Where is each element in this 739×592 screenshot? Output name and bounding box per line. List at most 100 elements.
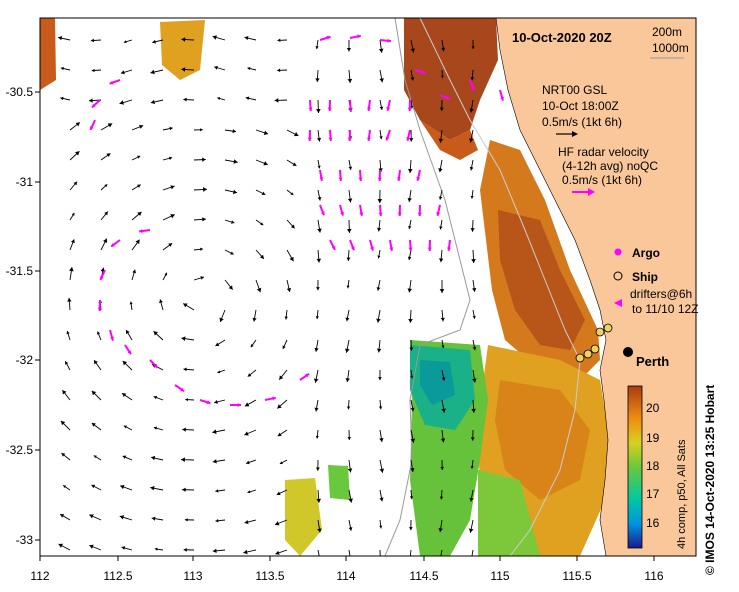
radar-arrow: [149, 359, 159, 369]
gsl-arrow: [472, 309, 476, 319]
gsl-arrow: [409, 519, 413, 531]
gsl-arrow: [247, 67, 257, 71]
gsl-arrow: [255, 279, 262, 293]
radar-arrow: [264, 396, 276, 401]
gsl-arrow: [410, 369, 414, 379]
gsl-arrow: [224, 279, 234, 290]
radar-arrow: [97, 299, 102, 312]
gsl-arrow: [410, 99, 414, 109]
colorbar-ticks: 20 19 18 17 16: [646, 401, 660, 530]
gsl-arrow: [286, 189, 294, 196]
gsl-arrow: [224, 189, 238, 195]
gsl-arrow: [61, 452, 71, 461]
gsl-arrow: [255, 189, 266, 196]
gsl-arrow: [470, 459, 474, 469]
radar-arrow: [359, 204, 364, 217]
gsl-arrow: [162, 156, 173, 161]
gsl-arrow: [439, 489, 444, 500]
gsl-arrow: [224, 219, 235, 224]
gsl-arrow: [185, 398, 195, 402]
gsl-arrow: [120, 484, 133, 491]
gsl-arrow: [469, 159, 474, 171]
gsl-arrow: [153, 426, 164, 431]
ship-marker: [590, 344, 600, 354]
gsl-arrow: [277, 68, 288, 73]
gsl-arrow: [277, 38, 288, 43]
gsl-arrow: [407, 279, 413, 293]
gsl-arrow: [472, 339, 477, 351]
radar-arrow: [499, 89, 504, 101]
gsl-arrow: [255, 129, 269, 135]
radar-arrow: [319, 204, 325, 216]
gsl-arrow: [162, 242, 173, 251]
gsl-arrow: [316, 489, 322, 503]
gsl-arrow: [100, 211, 109, 221]
gsl-arrow: [468, 519, 474, 533]
gsl-arrow: [150, 485, 164, 491]
gsl-arrow: [122, 455, 133, 461]
gsl-arrow: [438, 159, 443, 173]
gsl-arrow: [212, 548, 226, 554]
colorbar-tick: 17: [646, 487, 660, 501]
y-axis: -30.5 -31 -31.5 -32 -32.5 -33: [6, 85, 40, 547]
gsl-arrow: [470, 189, 474, 199]
gsl-arrow: [62, 484, 71, 491]
gsl-arrow: [212, 35, 226, 41]
gsl-arrow: [407, 159, 413, 173]
gsl-arrow: [438, 189, 443, 200]
gsl-arrow: [441, 39, 446, 52]
gsl-arrow: [181, 67, 195, 72]
gsl-arrow: [59, 513, 71, 521]
x-axis: 112 112.5 113 113.5 114 114.5 115 115.5 116: [30, 556, 664, 583]
gsl-arrow: [121, 546, 133, 551]
gsl-arrow: [154, 547, 164, 551]
gsl-arrow: [315, 429, 319, 439]
drifters-legend-icon: [614, 299, 622, 307]
gsl-arrow: [212, 459, 226, 464]
radar-arrow: [379, 38, 392, 43]
gsl-arrow: [69, 212, 75, 221]
gsl-arrow: [91, 484, 102, 491]
gsl-arrow: [255, 249, 265, 260]
gsl-arrow: [153, 330, 164, 341]
gsl-legend-line-1: NRT00 GSL: [542, 83, 607, 97]
gsl-arrow: [379, 99, 384, 110]
gsl-arrow: [440, 309, 445, 322]
gsl-arrow: [379, 489, 384, 502]
gsl-arrow: [316, 129, 322, 142]
gsl-arrow: [410, 39, 416, 53]
gsl-arrow: [407, 249, 412, 261]
gsl-arrow: [277, 429, 288, 437]
gsl-arrow: [347, 429, 352, 441]
radar-arrow: [339, 204, 344, 216]
radar-arrow: [348, 99, 353, 112]
gsl-arrow: [60, 66, 71, 71]
argo-legend-label: Argo: [632, 246, 660, 260]
gsl-arrow: [252, 309, 257, 322]
x-tick-label: 115.5: [562, 569, 591, 583]
drifters-legend-line-1: drifters@6h: [630, 287, 692, 301]
gsl-arrow: [182, 487, 195, 492]
radar-arrow: [378, 204, 383, 217]
gsl-arrow: [346, 39, 352, 52]
gsl-arrow: [162, 272, 168, 281]
colorbar-tick: 20: [646, 401, 660, 415]
gsl-arrow: [440, 429, 446, 443]
gsl-arrow: [131, 211, 142, 221]
radar-arrow: [385, 129, 391, 141]
radar-arrow: [338, 169, 343, 182]
gsl-arrow: [376, 339, 382, 353]
gsl-arrow: [469, 489, 474, 502]
gsl-arrow: [314, 339, 319, 352]
hf-radar-arrows: [89, 34, 504, 407]
gsl-arrow: [91, 68, 102, 73]
gsl-arrow: [409, 489, 414, 500]
ship-markers: [575, 323, 613, 363]
radar-arrow: [417, 204, 422, 217]
radar-arrow: [369, 239, 374, 251]
side-credit: © IMOS 14-Oct-2020 13:25 Hobart: [703, 384, 717, 575]
gsl-arrow: [193, 187, 208, 192]
gsl-legend-arrow-icon: [556, 131, 578, 137]
sst-patch-coastal-core: [498, 210, 585, 350]
depth-legend-1000m: 1000m: [652, 41, 689, 55]
